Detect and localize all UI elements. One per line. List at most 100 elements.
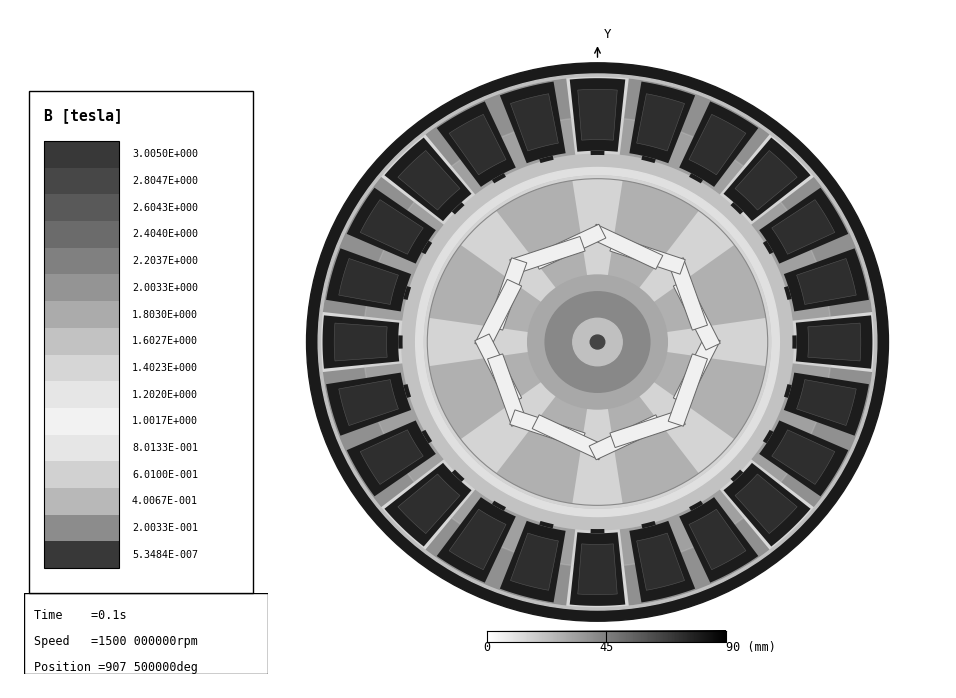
Text: Y: Y [603, 28, 611, 40]
Polygon shape [347, 420, 436, 496]
Polygon shape [475, 279, 522, 350]
Text: 5.3484E-007: 5.3484E-007 [132, 550, 198, 560]
Polygon shape [637, 533, 684, 591]
Polygon shape [673, 334, 720, 405]
Polygon shape [606, 387, 699, 503]
Text: 0: 0 [484, 641, 490, 653]
Polygon shape [511, 533, 558, 591]
Bar [44, 141, 119, 568]
Polygon shape [610, 410, 685, 447]
Polygon shape [735, 151, 797, 210]
Polygon shape [496, 181, 589, 297]
Polygon shape [808, 323, 860, 361]
Text: 1.8030E+000: 1.8030E+000 [132, 309, 198, 320]
Polygon shape [532, 224, 606, 269]
Polygon shape [784, 248, 869, 311]
Polygon shape [452, 470, 465, 482]
Polygon shape [326, 373, 411, 436]
Text: B [tesla]: B [tesla] [44, 108, 123, 124]
Bar [44, 381, 119, 408]
Bar [44, 221, 119, 248]
Polygon shape [637, 94, 684, 151]
Polygon shape [539, 521, 554, 528]
Polygon shape [793, 335, 796, 349]
Polygon shape [398, 151, 460, 210]
Polygon shape [492, 500, 506, 511]
Polygon shape [763, 241, 773, 254]
Polygon shape [689, 510, 746, 570]
Polygon shape [326, 248, 411, 311]
Polygon shape [449, 510, 506, 570]
Polygon shape [521, 77, 674, 161]
FancyBboxPatch shape [29, 91, 253, 593]
Bar [44, 461, 119, 488]
Polygon shape [422, 241, 432, 254]
Polygon shape [759, 420, 848, 496]
Polygon shape [399, 335, 402, 349]
Bar [44, 248, 119, 274]
Polygon shape [335, 323, 387, 361]
Polygon shape [323, 364, 444, 507]
Polygon shape [668, 258, 707, 330]
Polygon shape [629, 82, 695, 163]
Text: 1.2020E+000: 1.2020E+000 [132, 389, 198, 400]
Circle shape [410, 506, 426, 521]
Polygon shape [356, 110, 502, 251]
Polygon shape [730, 202, 743, 214]
Circle shape [307, 63, 888, 621]
Circle shape [573, 318, 622, 366]
Circle shape [410, 163, 426, 178]
Circle shape [590, 335, 605, 349]
Polygon shape [360, 200, 424, 254]
Bar [44, 194, 119, 221]
Text: Time    =0.1s: Time =0.1s [33, 609, 126, 623]
Polygon shape [384, 138, 471, 221]
Polygon shape [644, 245, 766, 334]
Polygon shape [347, 188, 436, 264]
Polygon shape [693, 433, 839, 574]
Polygon shape [384, 463, 471, 547]
Bar [44, 355, 119, 381]
Polygon shape [763, 430, 773, 443]
Polygon shape [422, 430, 432, 443]
Polygon shape [771, 430, 835, 484]
Polygon shape [796, 258, 857, 304]
Text: 2.6043E+000: 2.6043E+000 [132, 202, 198, 213]
Polygon shape [724, 463, 811, 547]
Bar [44, 515, 119, 542]
Polygon shape [679, 101, 758, 187]
Circle shape [402, 155, 435, 186]
Circle shape [318, 74, 877, 610]
Text: 2.0033E-001: 2.0033E-001 [132, 523, 198, 533]
Circle shape [424, 176, 771, 508]
Bar [44, 542, 119, 568]
Polygon shape [784, 286, 792, 300]
Polygon shape [751, 177, 872, 320]
Polygon shape [589, 415, 663, 460]
Polygon shape [689, 114, 746, 174]
Polygon shape [321, 269, 409, 415]
Bar [44, 168, 119, 194]
Circle shape [402, 498, 435, 529]
Polygon shape [338, 380, 399, 426]
Polygon shape [784, 373, 869, 436]
Polygon shape [644, 350, 766, 439]
Polygon shape [570, 78, 625, 151]
Polygon shape [488, 258, 527, 330]
Text: 1.4023E+000: 1.4023E+000 [132, 363, 198, 373]
Circle shape [769, 506, 785, 521]
Polygon shape [403, 286, 411, 300]
Polygon shape [641, 521, 656, 528]
Text: Speed   =1500 000000rpm: Speed =1500 000000rpm [33, 635, 198, 648]
Polygon shape [795, 315, 873, 369]
Text: 90 (mm): 90 (mm) [726, 641, 775, 653]
Polygon shape [425, 489, 576, 606]
Polygon shape [735, 474, 797, 533]
Circle shape [769, 163, 785, 178]
Polygon shape [668, 354, 707, 426]
Polygon shape [475, 334, 522, 405]
Polygon shape [591, 151, 604, 155]
Polygon shape [591, 529, 604, 533]
Polygon shape [452, 202, 465, 214]
Text: 2.8047E+000: 2.8047E+000 [132, 176, 198, 186]
